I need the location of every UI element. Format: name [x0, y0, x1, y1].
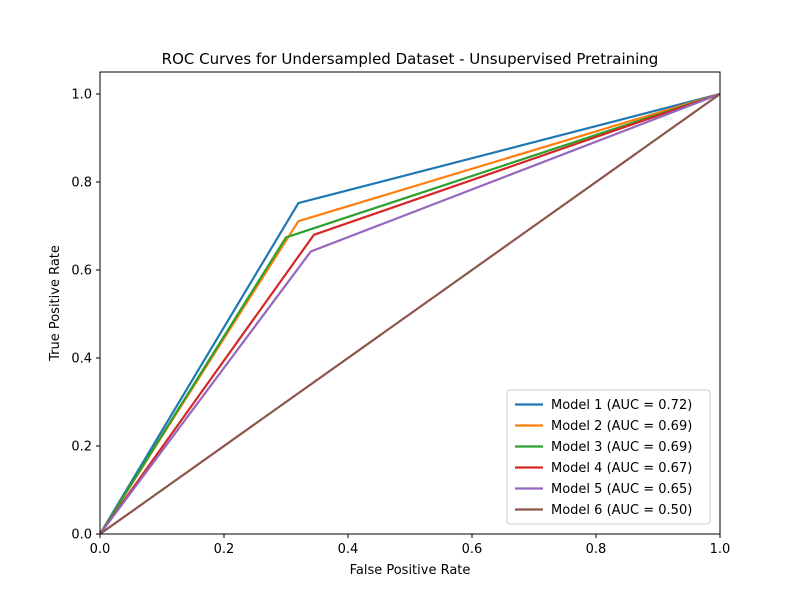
x-tick-label: 0.2	[214, 542, 235, 557]
chart-title: ROC Curves for Undersampled Dataset - Un…	[162, 50, 659, 68]
series-line-1	[100, 92, 720, 534]
y-axis-label: True Positive Rate	[48, 245, 63, 362]
series-line-4	[100, 92, 720, 534]
y-tick-label: 0.8	[71, 176, 92, 191]
x-tick-label: 0.4	[338, 542, 359, 557]
x-tick-label: 0.8	[586, 542, 607, 557]
legend-box	[506, 389, 711, 525]
legend-label-3: Model 3 (AUC = 0.69)	[551, 440, 692, 455]
series-line-6	[100, 93, 720, 534]
x-tick-label: 1.0	[710, 542, 731, 557]
axes-frame	[99, 71, 721, 535]
legend-label-4: Model 4 (AUC = 0.67)	[551, 461, 692, 476]
x-axis-label: False Positive Rate	[350, 563, 471, 578]
legend: Model 1 (AUC = 0.72) Model 2 (AUC = 0.69)…	[506, 389, 711, 525]
legend-label-5: Model 5 (AUC = 0.65)	[551, 482, 692, 497]
legend-label-6: Model 6 (AUC = 0.50)	[551, 503, 692, 518]
x-tick-label: 0.6	[462, 542, 483, 557]
series-line-3	[100, 92, 720, 534]
legend-label-1: Model 1 (AUC = 0.72)	[551, 398, 692, 413]
series-line-5	[100, 92, 720, 534]
y-tick-label: 0.6	[71, 264, 92, 279]
legend-label-2: Model 2 (AUC = 0.69)	[551, 419, 692, 434]
x-tick-label: 0.0	[90, 542, 111, 557]
y-tick-label: 0.2	[71, 440, 92, 455]
y-tick-label: 0.4	[71, 352, 92, 367]
plot-area: 0.0 0.2 0.4 0.6 0.8 1.0 0.0 0.2 0.4 0.6 0.8 1.0 Mode…	[71, 71, 731, 557]
y-tick-label: 1.0	[71, 88, 92, 103]
y-tick-label: 0.0	[71, 528, 92, 543]
series-group	[100, 92, 720, 534]
